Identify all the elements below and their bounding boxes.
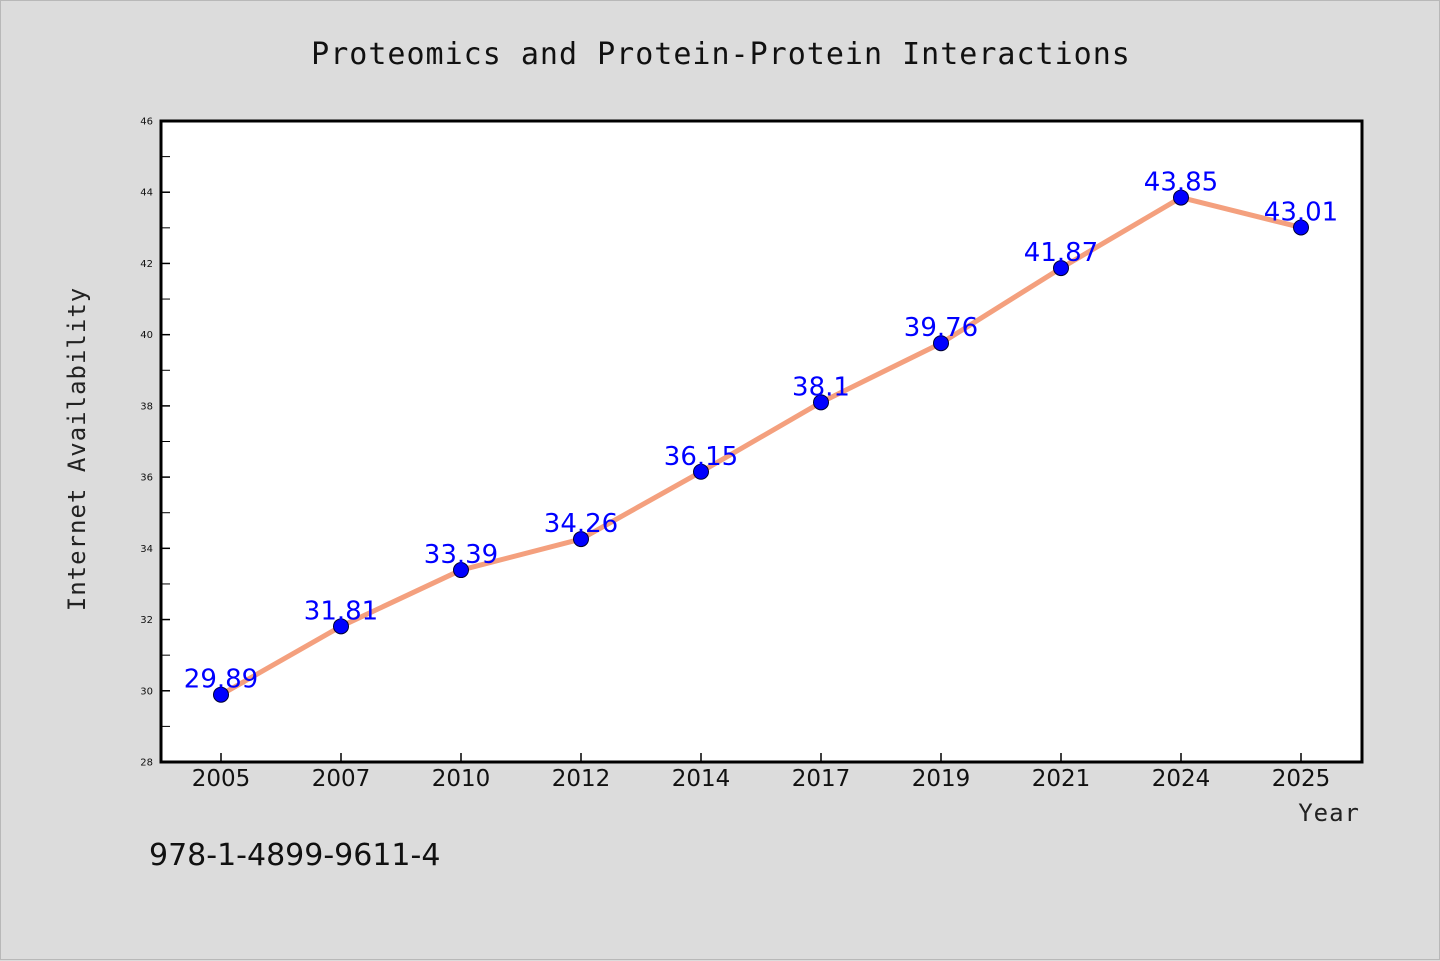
data-label: 34.26	[544, 509, 618, 539]
x-axis-title: Year	[1298, 799, 1360, 827]
data-point	[813, 394, 829, 411]
y-axis: 28 30 32 34 36 38 40 42 44 46	[140, 117, 170, 769]
chart-title: Proteomics and Protein-Protein Interacti…	[311, 37, 1131, 72]
data-point	[333, 618, 349, 635]
x-tick-label: 2014	[672, 766, 731, 792]
y-tick-label: 30	[140, 686, 153, 697]
x-tick-label: 2021	[1032, 766, 1091, 792]
x-tick-label: 2012	[552, 766, 611, 792]
data-point	[1173, 189, 1189, 206]
data-label: 39.76	[904, 313, 978, 343]
series-line	[218, 195, 1304, 698]
x-tick-label: 2007	[312, 766, 371, 792]
data-point	[1053, 260, 1069, 277]
x-tick-label: 2019	[912, 766, 971, 792]
data-point	[213, 686, 229, 703]
series-markers	[213, 189, 1309, 703]
data-point	[693, 463, 709, 480]
y-tick-label: 46	[140, 117, 153, 128]
y-tick-label: 42	[140, 259, 153, 270]
x-tick-label: 2025	[1272, 766, 1331, 792]
x-axis: 2005 2007 2010 2012 2014 2017 2019 2021 2024 2025	[192, 753, 1331, 792]
y-axis-title: Internet Availability	[63, 287, 91, 611]
y-tick-label: 40	[140, 330, 153, 341]
y-tick-label: 44	[140, 188, 153, 199]
x-tick-label: 2017	[792, 766, 851, 792]
data-labels: 29.89 31.81 33.39 34.26 36.15 38.1 39.76 41.87 4…	[184, 168, 1338, 695]
y-tick-label: 38	[140, 401, 153, 412]
isbn-label: 978-1-4899-9611-4	[149, 838, 440, 873]
data-point	[933, 335, 949, 352]
data-label: 38.1	[792, 372, 850, 402]
data-label: 31.81	[304, 596, 378, 626]
data-point	[573, 531, 589, 548]
data-point	[1293, 219, 1309, 236]
y-tick-label: 34	[140, 544, 153, 555]
data-label: 33.39	[424, 540, 498, 570]
x-tick-label: 2010	[432, 766, 491, 792]
data-label: 43.01	[1264, 197, 1338, 227]
data-label: 36.15	[664, 442, 738, 472]
data-label: 29.89	[184, 665, 258, 695]
y-tick-label: 36	[140, 473, 153, 484]
x-tick-label: 2005	[192, 766, 251, 792]
data-point	[453, 562, 469, 579]
y-tick-label: 28	[140, 758, 153, 769]
data-label: 43.85	[1144, 168, 1218, 198]
plot-area	[159, 119, 1364, 764]
data-label: 41.87	[1024, 238, 1098, 268]
x-tick-label: 2024	[1152, 766, 1211, 792]
y-tick-label: 32	[140, 615, 153, 626]
